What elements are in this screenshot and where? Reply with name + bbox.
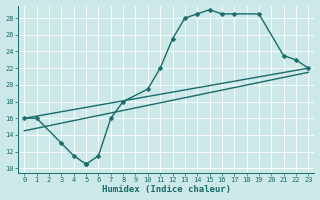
X-axis label: Humidex (Indice chaleur): Humidex (Indice chaleur) — [102, 185, 231, 194]
